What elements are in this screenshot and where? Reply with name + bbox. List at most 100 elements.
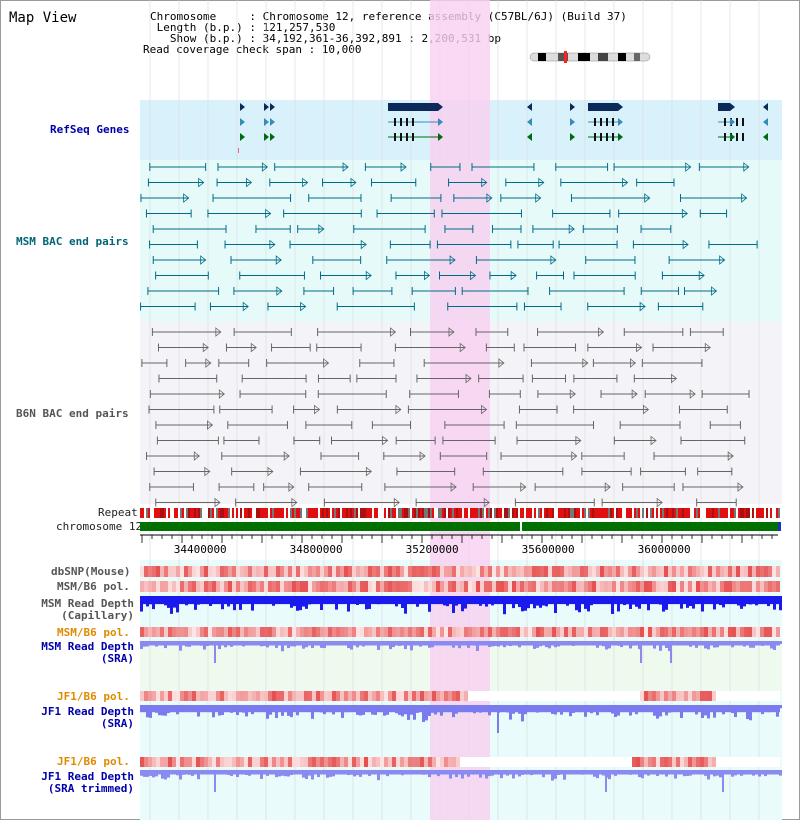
depth-bar bbox=[572, 770, 575, 774]
depth-bar bbox=[557, 770, 560, 775]
repeat-element bbox=[598, 508, 600, 518]
depth-bar bbox=[407, 641, 410, 645]
heat-cell bbox=[552, 566, 556, 577]
repeat-element bbox=[302, 508, 304, 518]
genome-browser-canvas[interactable]: 34400000 34800000 35200000 35600000 36000000 bbox=[140, 0, 782, 820]
heat-cell bbox=[672, 691, 676, 701]
repeat-element bbox=[408, 508, 410, 518]
heat-cell bbox=[276, 566, 280, 577]
heat-cell bbox=[556, 581, 560, 592]
heat-cell bbox=[432, 566, 436, 577]
repeat-element bbox=[292, 508, 294, 518]
track-label-repeat[interactable]: Repeat bbox=[98, 506, 138, 519]
heat-cell bbox=[356, 757, 360, 767]
depth-bar bbox=[719, 770, 722, 778]
depth-bar bbox=[461, 596, 464, 612]
b6n-bac-end-pairs[interactable] bbox=[141, 327, 750, 508]
track-label-msm-bac[interactable]: MSM BAC end pairs bbox=[16, 235, 129, 248]
depth-bar bbox=[704, 705, 707, 716]
repeat-element bbox=[452, 508, 454, 518]
msm-bac-end-pairs[interactable] bbox=[140, 162, 758, 312]
heat-cell bbox=[420, 691, 424, 701]
depth-bar bbox=[611, 596, 614, 614]
depth-bar bbox=[620, 596, 623, 601]
heat-cell bbox=[376, 757, 380, 767]
depth-bar bbox=[284, 596, 287, 604]
track-label-jf1-depth-trimmed[interactable]: JF1 Read Depth (SRA trimmed) bbox=[41, 770, 134, 795]
depth-bar bbox=[533, 596, 536, 609]
heat-cell bbox=[752, 627, 756, 637]
track-label-jf1-depth-sra[interactable]: JF1 Read Depth (SRA) bbox=[41, 705, 134, 730]
heat-cell bbox=[316, 566, 320, 577]
heat-cell bbox=[436, 627, 440, 637]
heat-cell bbox=[412, 627, 416, 637]
heat-cell bbox=[604, 581, 608, 592]
heat-cell bbox=[680, 757, 684, 767]
track-label-chromosome[interactable]: chromosome 12 bbox=[56, 520, 143, 533]
depth-bar bbox=[284, 770, 287, 777]
heat-cell bbox=[772, 581, 776, 592]
heat-cell bbox=[264, 627, 268, 637]
heat-cell bbox=[364, 691, 368, 701]
heat-cell bbox=[520, 581, 524, 592]
refseq-arrow bbox=[730, 103, 735, 111]
chromosome-ideogram[interactable] bbox=[529, 51, 651, 63]
depth-bar bbox=[602, 770, 605, 776]
heat-cell bbox=[276, 691, 280, 701]
heat-cell bbox=[556, 691, 560, 701]
heat-cell bbox=[560, 581, 564, 592]
track-label-jf1-b6-pol-1[interactable]: JF1/B6 pol. bbox=[57, 690, 130, 703]
track-label-dbsnp[interactable]: dbSNP(Mouse) bbox=[51, 565, 131, 578]
msm-bac-pair-end bbox=[719, 255, 726, 265]
repeat-element bbox=[204, 508, 206, 518]
heat-cell bbox=[140, 691, 144, 701]
repeat-element bbox=[748, 508, 750, 518]
depth-bar bbox=[395, 596, 398, 607]
heat-cell bbox=[148, 627, 152, 637]
depth-bar bbox=[569, 596, 572, 598]
track-label-refseq[interactable]: RefSeq Genes bbox=[50, 123, 130, 136]
track-label-b6n-bac[interactable]: B6N BAC end pairs bbox=[16, 407, 129, 420]
repeat-element bbox=[418, 508, 420, 518]
track-label-msm-depth-sra[interactable]: MSM Read Depth (SRA) bbox=[41, 640, 134, 665]
depth-bar bbox=[260, 770, 263, 779]
depth-bar bbox=[683, 641, 686, 642]
polymorphism-depth-tracks[interactable] bbox=[140, 566, 782, 792]
depth-bar bbox=[362, 596, 365, 597]
heat-cell bbox=[600, 566, 604, 577]
depth-bar bbox=[146, 641, 149, 647]
depth-bar bbox=[566, 596, 569, 606]
heat-cell bbox=[740, 627, 744, 637]
track-label-msm-b6-pol-1[interactable]: MSM/B6 pol. bbox=[57, 580, 130, 593]
repeat-element bbox=[288, 508, 290, 518]
depth-bar bbox=[536, 705, 539, 713]
track-label-msm-b6-pol-2[interactable]: MSM/B6 pol. bbox=[57, 626, 130, 639]
heat-cell bbox=[472, 757, 476, 767]
depth-bar bbox=[338, 596, 341, 600]
heat-cell bbox=[668, 691, 672, 701]
heat-cell bbox=[776, 757, 780, 767]
chromosome-bar[interactable] bbox=[140, 522, 778, 531]
depth-bar bbox=[653, 641, 656, 649]
depth-bar bbox=[545, 770, 548, 772]
depth-bar bbox=[425, 705, 428, 721]
refseq-exon bbox=[612, 133, 614, 141]
depth-bar bbox=[290, 641, 293, 647]
repeat-element bbox=[186, 508, 188, 518]
heat-cell bbox=[168, 691, 172, 701]
track-label-msm-depth-capillary[interactable]: MSM Read Depth (Capillary) bbox=[41, 597, 134, 622]
depth-bar bbox=[599, 596, 602, 597]
repeat-element bbox=[514, 508, 516, 518]
refseq-genes-track[interactable] bbox=[238, 103, 768, 153]
repeat-element bbox=[440, 508, 442, 518]
repeat-track[interactable] bbox=[140, 508, 780, 518]
depth-bar bbox=[392, 596, 395, 604]
depth-bar bbox=[680, 641, 683, 644]
track-label-jf1-b6-pol-2[interactable]: JF1/B6 pol. bbox=[57, 755, 130, 768]
heat-cell bbox=[288, 691, 292, 701]
b6n-bac-pair-end bbox=[598, 327, 605, 337]
heat-cell bbox=[176, 581, 180, 592]
heat-cell bbox=[640, 627, 644, 637]
heat-cell bbox=[448, 627, 452, 637]
depth-spike bbox=[605, 770, 607, 792]
